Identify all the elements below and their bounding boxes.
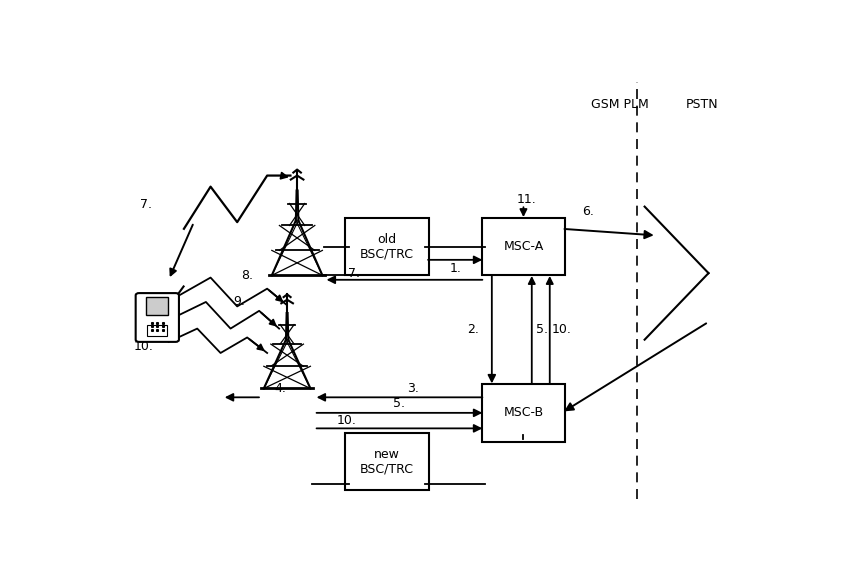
Text: PSTN: PSTN: [685, 98, 718, 111]
Text: MSC-B: MSC-B: [503, 406, 544, 419]
Text: 10.: 10.: [134, 340, 154, 353]
Bar: [148, 325, 168, 336]
Text: GSM PLM: GSM PLM: [591, 98, 649, 111]
Text: 10.: 10.: [337, 414, 357, 427]
Text: 2.: 2.: [467, 323, 479, 336]
FancyBboxPatch shape: [136, 293, 179, 342]
Text: 4.: 4.: [275, 381, 286, 395]
Text: 3.: 3.: [407, 382, 418, 395]
Text: MSC-A: MSC-A: [503, 240, 544, 253]
Text: 10.: 10.: [551, 323, 572, 336]
Text: 5.: 5.: [536, 323, 548, 336]
Bar: [146, 297, 168, 315]
Text: old
BSC/TRC: old BSC/TRC: [360, 233, 414, 260]
FancyBboxPatch shape: [482, 218, 565, 275]
Text: 6.: 6.: [582, 204, 594, 218]
Text: 7.: 7.: [348, 267, 360, 279]
Text: 5.: 5.: [393, 397, 405, 411]
Text: new
BSC/TRC: new BSC/TRC: [360, 448, 414, 476]
Text: 1.: 1.: [449, 262, 461, 275]
FancyBboxPatch shape: [345, 433, 429, 491]
FancyBboxPatch shape: [345, 218, 429, 275]
Text: 7.: 7.: [140, 198, 152, 211]
FancyBboxPatch shape: [482, 384, 565, 442]
Text: 9.: 9.: [234, 295, 245, 309]
Text: 11.: 11.: [517, 194, 537, 206]
Text: 8.: 8.: [241, 269, 253, 282]
